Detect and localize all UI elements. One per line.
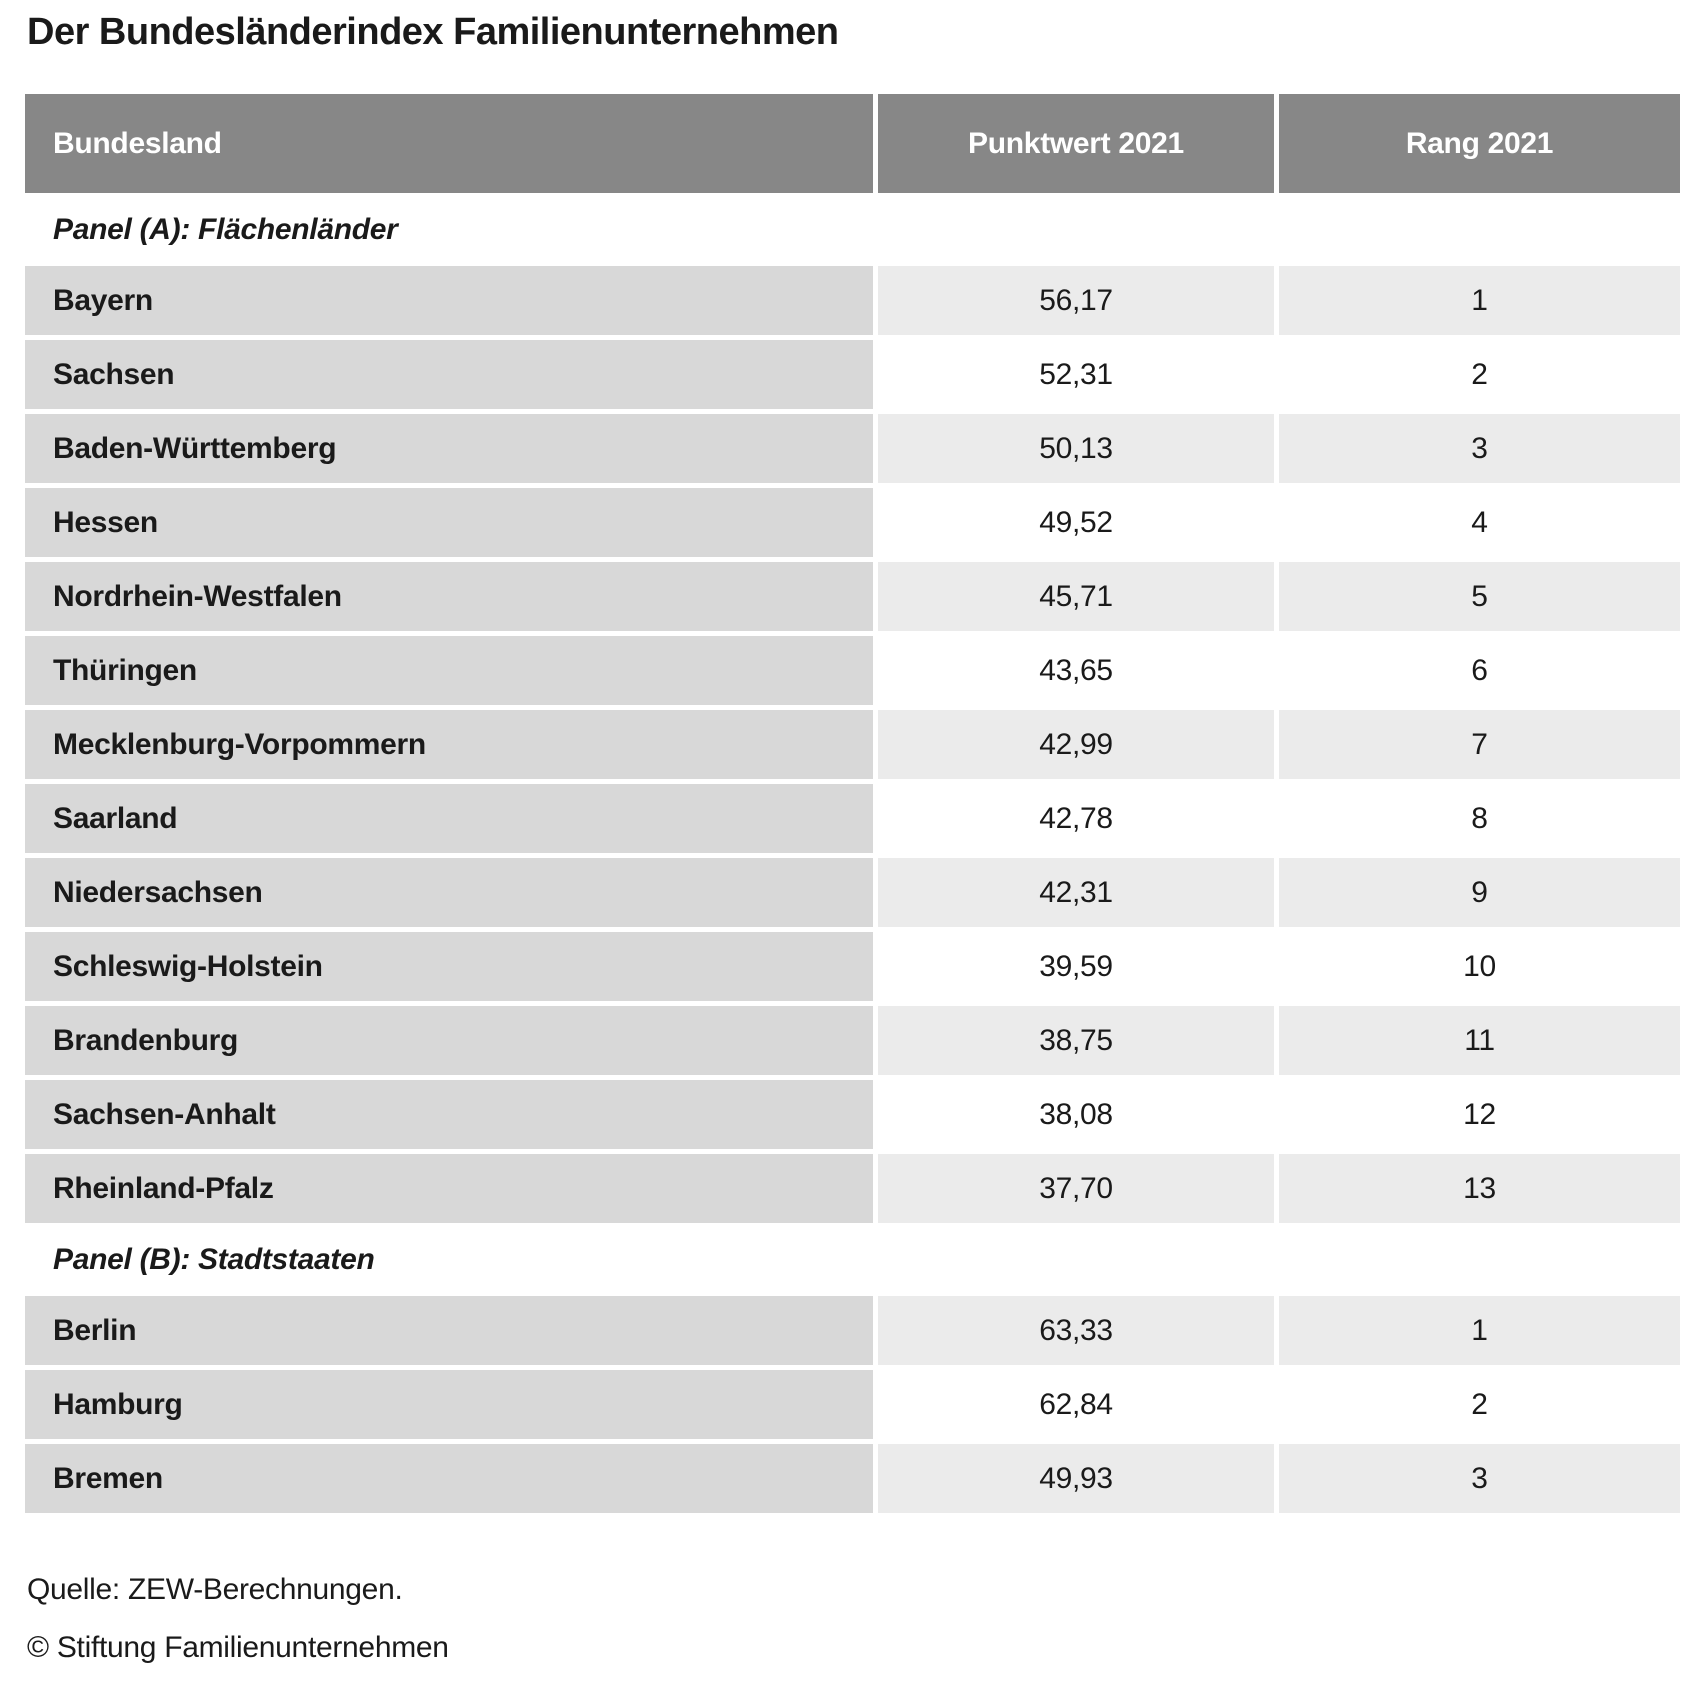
rank-cell: 1 [1279,1296,1680,1365]
rank-cell: 7 [1279,710,1680,779]
score-cell: 42,31 [878,858,1274,927]
rank-cell: 2 [1471,1387,1488,1421]
rank-cell: 10 [1463,949,1496,983]
rank-cell: 3 [1279,1444,1680,1513]
score-cell: 42,78 [1039,801,1113,835]
state-cell: Thüringen [25,636,873,705]
score-cell: 56,17 [878,266,1274,335]
rank-cell: 12 [1463,1097,1496,1131]
score-cell: 43,65 [1039,653,1113,687]
state-cell: Rheinland-Pfalz [25,1154,873,1223]
score-cell: 62,84 [1039,1387,1113,1421]
source-note: Quelle: ZEW-Berechnungen. [27,1573,403,1606]
state-cell: Baden-Württemberg [25,414,873,483]
score-cell: 39,59 [1039,949,1113,983]
score-cell: 38,75 [878,1006,1274,1075]
state-cell: Schleswig-Holstein [25,932,873,1001]
score-cell: 45,71 [878,562,1274,631]
copyright-note: © Stiftung Familienunternehmen [27,1631,449,1664]
rank-cell: 8 [1471,801,1488,835]
score-cell: 49,93 [878,1444,1274,1513]
rank-cell: 13 [1279,1154,1680,1223]
score-cell: 38,08 [1039,1097,1113,1131]
state-cell: Hamburg [25,1370,873,1439]
panel-b-label: Panel (B): Stadtstaaten [25,1228,1680,1291]
state-cell: Saarland [25,784,873,853]
state-cell: Hessen [25,488,873,557]
rank-cell: 6 [1471,653,1488,687]
state-cell: Bremen [25,1444,873,1513]
column-header-punktwert-2021: Punktwert 2021 [878,94,1274,193]
panel-a-label: Panel (A): Flächenländer [25,198,1680,261]
rank-cell: 2 [1471,357,1488,391]
rank-cell: 5 [1279,562,1680,631]
state-cell: Bayern [25,266,873,335]
state-cell: Nordrhein-Westfalen [25,562,873,631]
column-header-bundesland: Bundesland [25,94,873,193]
rank-cell: 11 [1279,1006,1680,1075]
score-cell: 42,99 [878,710,1274,779]
state-cell: Brandenburg [25,1006,873,1075]
footer: Quelle: ZEW-Berechnungen. © Stiftung Fam… [27,1573,1703,1665]
state-cell: Sachsen [25,340,873,409]
score-cell: 50,13 [878,414,1274,483]
bundeslaender-index-table: Bundesland Punktwert 2021 Rang 2021 Pane… [25,94,1680,1513]
rank-cell: 4 [1471,505,1488,539]
state-cell: Berlin [25,1296,873,1365]
score-cell: 63,33 [878,1296,1274,1365]
score-cell: 37,70 [878,1154,1274,1223]
rank-cell: 1 [1279,266,1680,335]
page-title: Der Bundesländerindex Familienunternehme… [27,11,839,53]
column-header-rang-2021: Rang 2021 [1279,94,1680,193]
score-cell: 49,52 [1039,505,1113,539]
rank-cell: 9 [1279,858,1680,927]
state-cell: Niedersachsen [25,858,873,927]
state-cell: Mecklenburg-Vorpommern [25,710,873,779]
state-cell: Sachsen-Anhalt [25,1080,873,1149]
score-cell: 52,31 [1039,357,1113,391]
rank-cell: 3 [1279,414,1680,483]
